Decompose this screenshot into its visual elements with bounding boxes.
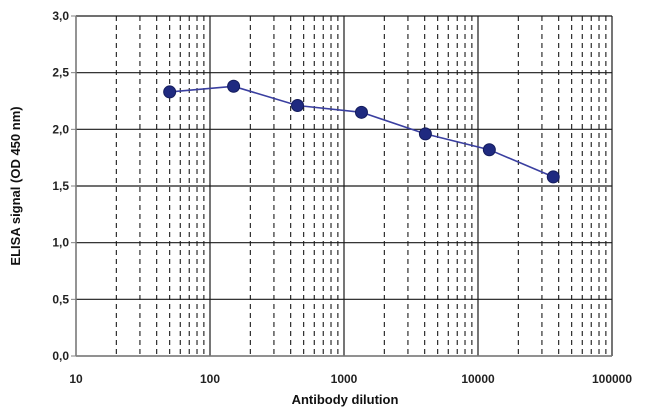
data-point: [227, 79, 241, 93]
data-series: [163, 79, 560, 184]
data-point: [163, 85, 177, 99]
series-line: [169, 85, 554, 178]
data-point: [354, 105, 368, 119]
y-tick-label: 0,0: [52, 349, 69, 363]
y-tick-label: 2,5: [52, 66, 69, 80]
axes: [71, 15, 612, 357]
y-tick-label: 0,5: [52, 292, 69, 306]
x-tick-label: 100: [200, 372, 220, 386]
y-axis-title: ELISA signal (OD 450 nm): [8, 106, 23, 265]
x-tick-labels: 10 100 1000 10000 100000: [69, 372, 632, 386]
x-tick-label: 100000: [592, 372, 632, 386]
data-point: [418, 127, 432, 141]
y-tick-labels: 0,0 0,5 1,0 1,5 2,0 2,5 3,0: [52, 9, 69, 363]
x-tick-label: 1000: [331, 372, 358, 386]
data-point: [546, 170, 560, 184]
x-tick-label: 10000: [461, 372, 495, 386]
y-tick-label: 1,5: [52, 179, 69, 193]
y-tick-label: 2,0: [52, 122, 69, 136]
x-tick-label: 10: [69, 372, 83, 386]
y-tick-label: 3,0: [52, 9, 69, 23]
x-axis-title: Antibody dilution: [292, 392, 399, 407]
y-tick-label: 1,0: [52, 236, 69, 250]
data-point: [291, 99, 305, 113]
data-point: [482, 143, 496, 157]
